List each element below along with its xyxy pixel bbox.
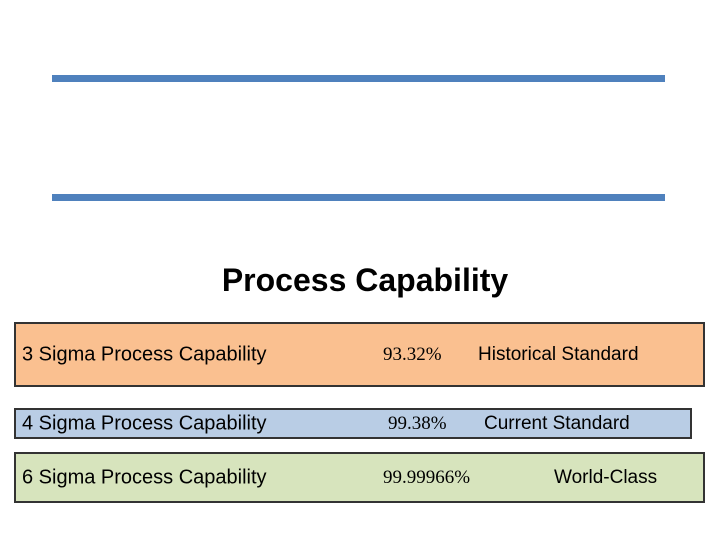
row-standard: Current Standard [484,412,630,434]
capability-row: 6 Sigma Process Capability 99.99966% Wor… [14,452,705,503]
row-label: 3 Sigma Process Capability [22,343,267,365]
row-rate: 99.99966% [383,466,471,488]
row-rate: 93.32% [383,343,442,365]
slide-title: Process Capability [221,262,509,298]
divider [52,75,665,82]
capability-row: 4 Sigma Process Capability 99.38% Curren… [14,408,692,439]
divider [52,194,665,201]
row-standard: World-Class [554,466,658,488]
row-label: 4 Sigma Process Capability [22,412,267,434]
capability-row: 3 Sigma Process Capability 93.32% Histor… [14,322,705,387]
row-label: 6 Sigma Process Capability [22,466,267,488]
row-standard: Historical Standard [478,343,639,365]
row-rate: 99.38% [388,412,447,434]
